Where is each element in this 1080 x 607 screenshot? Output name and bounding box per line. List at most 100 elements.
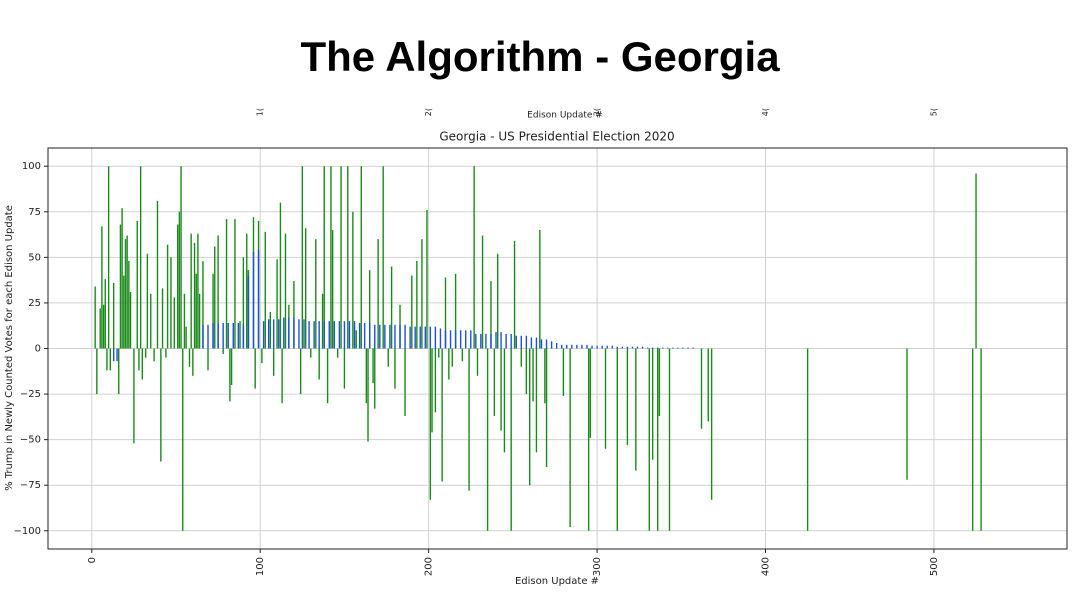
bar (129, 291, 132, 349)
top-tick-label: 3( (593, 108, 602, 116)
bar (197, 233, 199, 349)
bar (434, 348, 437, 413)
bar (480, 333, 482, 349)
bar (242, 324, 245, 349)
bar (438, 348, 440, 358)
bar (176, 224, 179, 349)
bar (520, 348, 522, 367)
bar (493, 348, 496, 416)
bar (222, 348, 224, 354)
bar (101, 226, 103, 349)
bar (276, 259, 278, 349)
bar (161, 288, 164, 349)
bar (358, 322, 361, 349)
bar (672, 347, 674, 349)
bar (500, 348, 502, 431)
bar (510, 348, 512, 531)
bar (212, 322, 214, 349)
bar (626, 346, 629, 349)
bar (657, 347, 659, 349)
bar (173, 297, 176, 349)
bar (299, 348, 302, 395)
bar (212, 273, 214, 349)
bar (658, 348, 661, 416)
bar (298, 319, 300, 349)
top-axis-label: Edison Update # (527, 111, 603, 121)
bar (390, 266, 393, 349)
bar (372, 348, 374, 384)
bar (313, 321, 315, 349)
bar (166, 244, 169, 349)
bar (165, 348, 167, 358)
bar (336, 348, 339, 358)
bar (242, 257, 245, 349)
bar (651, 347, 654, 349)
bar (182, 348, 184, 531)
bar (237, 322, 240, 349)
bar (192, 348, 194, 376)
bar (360, 166, 362, 349)
bar (497, 253, 499, 349)
bar (318, 321, 320, 349)
bar (272, 319, 275, 349)
bar (806, 348, 809, 531)
bar (267, 319, 270, 349)
bar (454, 273, 457, 349)
bar (431, 348, 433, 433)
bar (414, 326, 416, 349)
bar (178, 211, 181, 349)
bar (170, 257, 172, 349)
bar (616, 346, 618, 349)
bar (490, 333, 492, 349)
bar (128, 261, 130, 349)
top-tick-label: 1( (256, 108, 265, 116)
bar (424, 326, 426, 349)
bar (616, 348, 618, 531)
bar (411, 275, 413, 349)
bar (367, 348, 369, 442)
x-axis-label: Edison Update # (515, 576, 599, 587)
bar (118, 348, 120, 395)
bar (160, 348, 162, 462)
bar (107, 166, 110, 349)
bar (353, 321, 356, 349)
bar (279, 202, 282, 349)
bar (710, 348, 713, 500)
bar (651, 348, 654, 460)
bar (144, 348, 147, 358)
bar (112, 282, 115, 349)
bar (374, 324, 376, 349)
bar (96, 348, 98, 395)
bar (539, 230, 541, 349)
bar (540, 339, 543, 349)
bar (116, 348, 118, 362)
bar (434, 326, 437, 349)
bar (441, 348, 443, 482)
bar (183, 293, 186, 349)
top-tick-label: 5( (929, 108, 938, 116)
bar (668, 348, 671, 531)
bar (94, 286, 96, 349)
bar (387, 348, 389, 367)
bar (379, 324, 381, 349)
top-tick-label: 4( (761, 108, 770, 116)
chart-title: Georgia - US Presidential Election 2020 (439, 130, 674, 144)
bar (138, 348, 140, 371)
bar (404, 348, 406, 416)
bar (468, 348, 470, 491)
bar (284, 233, 287, 349)
bar (535, 337, 538, 349)
bar (123, 275, 125, 349)
bar (363, 322, 366, 349)
bar (281, 348, 283, 404)
bar (587, 348, 590, 531)
bar (404, 324, 406, 349)
bar (133, 348, 135, 444)
bar (648, 348, 650, 531)
bar (667, 347, 669, 349)
bar (232, 322, 234, 349)
bar (485, 333, 487, 349)
bar (156, 200, 159, 349)
bar (348, 321, 351, 349)
